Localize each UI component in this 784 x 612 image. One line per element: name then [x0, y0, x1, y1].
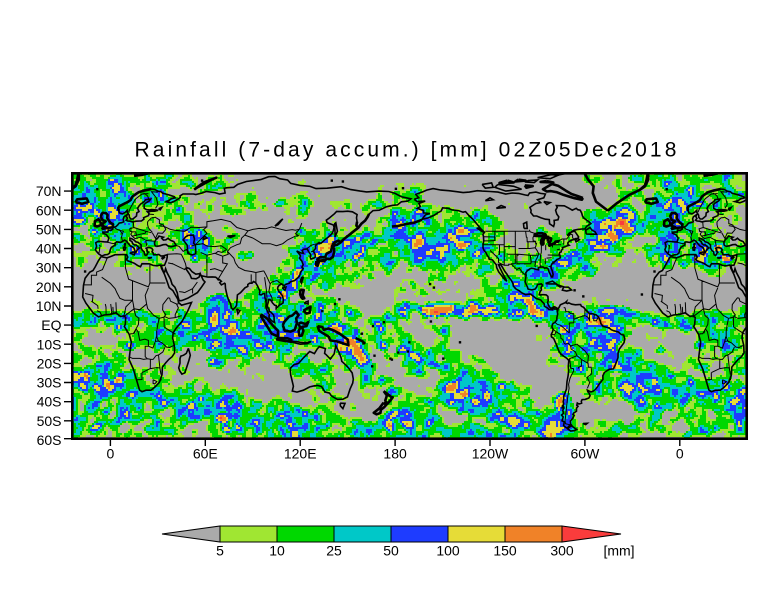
svg-text:60S: 60S [37, 432, 62, 448]
svg-text:40N: 40N [36, 241, 62, 257]
svg-text:120E: 120E [284, 446, 317, 462]
svg-text:300: 300 [550, 543, 574, 559]
svg-text:0: 0 [676, 446, 684, 462]
svg-text:Rainfall (7-day accum.) [mm] 0: Rainfall (7-day accum.) [mm] 02Z05Dec201… [135, 139, 680, 162]
svg-text:60W: 60W [571, 446, 601, 462]
svg-text:180: 180 [383, 446, 407, 462]
svg-text:50N: 50N [36, 221, 62, 237]
svg-text:60E: 60E [193, 446, 218, 462]
svg-text:10S: 10S [37, 336, 62, 352]
svg-text:30N: 30N [36, 260, 62, 276]
svg-text:50: 50 [383, 543, 399, 559]
svg-text:60N: 60N [36, 202, 62, 218]
svg-text:10N: 10N [36, 298, 62, 314]
svg-text:100: 100 [436, 543, 460, 559]
svg-text:[mm]: [mm] [603, 543, 634, 559]
svg-text:25: 25 [326, 543, 342, 559]
svg-text:20S: 20S [37, 355, 62, 371]
svg-text:30S: 30S [37, 375, 62, 391]
svg-text:70N: 70N [36, 183, 62, 199]
svg-text:50S: 50S [37, 413, 62, 429]
svg-text:150: 150 [493, 543, 517, 559]
svg-text:0: 0 [107, 446, 115, 462]
svg-text:5: 5 [216, 543, 224, 559]
svg-text:20N: 20N [36, 279, 62, 295]
svg-text:10: 10 [269, 543, 285, 559]
svg-text:120W: 120W [472, 446, 509, 462]
svg-text:40S: 40S [37, 394, 62, 410]
svg-text:EQ: EQ [41, 317, 61, 333]
